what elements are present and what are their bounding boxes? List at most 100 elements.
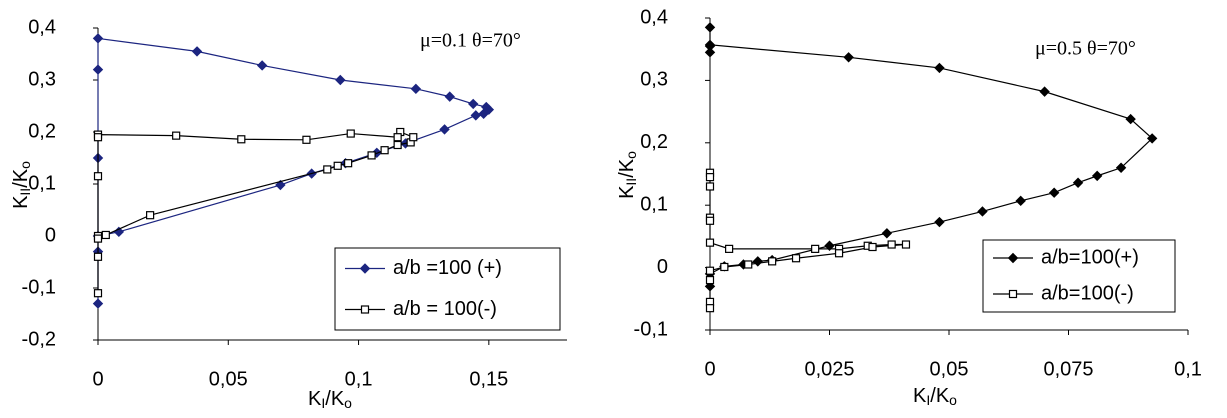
point bbox=[834, 249, 844, 258]
x-tick-label: 0,075 bbox=[1043, 358, 1093, 380]
point bbox=[172, 131, 181, 140]
legend-marker bbox=[359, 263, 371, 274]
point bbox=[705, 173, 715, 182]
point bbox=[439, 124, 450, 135]
legend-box bbox=[982, 239, 1176, 313]
y-tick-label: 0,1 bbox=[640, 193, 668, 215]
y-tick-label: 0,4 bbox=[28, 16, 56, 38]
point bbox=[725, 244, 734, 253]
point bbox=[977, 206, 988, 217]
point bbox=[101, 230, 110, 240]
point bbox=[191, 46, 203, 57]
axis-label-part: o bbox=[949, 392, 957, 408]
x-tick-label: 0,1 bbox=[1174, 358, 1202, 380]
point bbox=[335, 74, 346, 86]
point bbox=[704, 47, 716, 58]
x-tick-label: 0 bbox=[92, 368, 103, 390]
legend-label: a/b = 100(-) bbox=[393, 298, 497, 320]
point bbox=[752, 256, 764, 267]
point bbox=[704, 39, 716, 51]
point bbox=[256, 60, 268, 71]
y-tick-label: -0,1 bbox=[22, 276, 56, 298]
axis-label-part: I bbox=[321, 395, 325, 411]
legend-label: a/b =100 (+) bbox=[393, 257, 502, 279]
x-tick-label: 0,1 bbox=[345, 368, 373, 390]
point bbox=[92, 33, 104, 44]
x-tick-label: 0,025 bbox=[804, 358, 854, 380]
point bbox=[1125, 113, 1136, 125]
axis-label-part: K bbox=[10, 195, 32, 209]
point bbox=[237, 135, 246, 144]
axis-label-part: /K bbox=[325, 388, 345, 410]
axis-label-part: /K bbox=[930, 385, 950, 407]
axis-label: KII/Ko bbox=[616, 151, 639, 199]
point bbox=[768, 257, 777, 266]
legend-marker bbox=[360, 305, 370, 314]
point bbox=[720, 262, 729, 272]
point bbox=[744, 260, 753, 269]
point bbox=[467, 98, 479, 110]
point bbox=[323, 165, 332, 174]
point bbox=[1091, 170, 1103, 182]
point bbox=[1015, 195, 1026, 207]
x-tick-label: 0,05 bbox=[209, 368, 248, 390]
point bbox=[409, 133, 418, 142]
legend-box bbox=[334, 247, 561, 331]
point bbox=[92, 64, 104, 75]
legend-label: a/b=100(+) bbox=[1041, 246, 1139, 268]
point bbox=[1048, 187, 1060, 198]
point bbox=[705, 216, 715, 225]
y-tick-label: 0,4 bbox=[640, 6, 668, 28]
point bbox=[934, 216, 945, 228]
axis-label-part: K bbox=[616, 185, 638, 199]
point bbox=[1039, 86, 1050, 97]
y-tick-label: 0,3 bbox=[640, 69, 668, 91]
point bbox=[275, 179, 286, 191]
annotation: μ=0.1 θ=70° bbox=[420, 30, 521, 52]
point bbox=[881, 228, 893, 239]
chart: -0,1 0 0,1 0,2 0,3 0,4 0 0,025 0,05 0,075 0,1 μ=0.5… bbox=[634, 6, 1202, 380]
y-tick-label: 0,3 bbox=[28, 68, 56, 90]
y-tick-label: 0 bbox=[657, 256, 668, 278]
axis-label: KII/Ko bbox=[10, 161, 33, 209]
point bbox=[344, 159, 353, 168]
point bbox=[393, 133, 402, 142]
point bbox=[1146, 133, 1158, 144]
series-line bbox=[709, 172, 907, 309]
point bbox=[705, 238, 715, 247]
point bbox=[705, 182, 715, 191]
point bbox=[868, 242, 877, 252]
point bbox=[444, 91, 455, 102]
point bbox=[705, 266, 715, 275]
axis-label-part: o bbox=[623, 151, 639, 159]
point bbox=[346, 129, 355, 138]
point bbox=[791, 254, 801, 263]
point bbox=[92, 298, 104, 309]
legend-marker bbox=[1008, 289, 1018, 299]
point bbox=[901, 240, 911, 249]
point bbox=[887, 240, 896, 249]
legend-label: a/b=100(-) bbox=[1041, 282, 1134, 304]
axis-label-part: /K bbox=[10, 168, 32, 188]
point bbox=[93, 252, 103, 261]
point bbox=[705, 304, 715, 313]
point bbox=[470, 110, 482, 121]
point bbox=[704, 22, 716, 33]
axis-label: KI/Ko bbox=[308, 388, 352, 411]
point bbox=[410, 83, 422, 95]
point bbox=[380, 146, 389, 155]
axis-label-part: II bbox=[17, 188, 33, 196]
axis-label-part: I bbox=[926, 392, 930, 408]
point bbox=[333, 161, 342, 170]
axis-label-part: o bbox=[17, 161, 33, 169]
point bbox=[824, 240, 835, 251]
point bbox=[93, 133, 103, 142]
point bbox=[934, 62, 945, 74]
y-tick-label: -0,2 bbox=[22, 328, 56, 350]
axis-label-part: K bbox=[913, 385, 927, 407]
axis-label-part: o bbox=[344, 395, 352, 411]
point bbox=[811, 244, 820, 253]
x-tick-label: 0 bbox=[704, 358, 715, 380]
axis-label-part: /K bbox=[616, 158, 638, 178]
axis-label-part: II bbox=[623, 178, 639, 186]
